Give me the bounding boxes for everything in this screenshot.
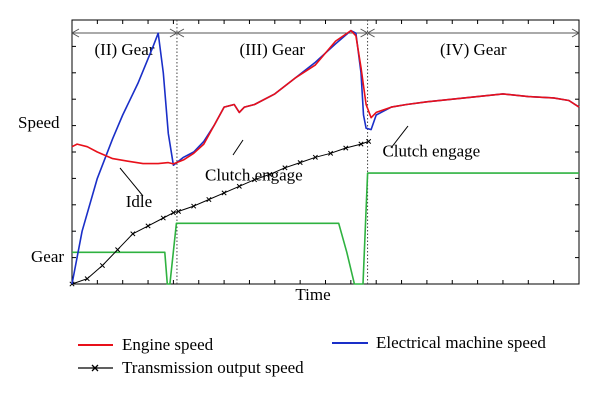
series-point-transmission-output-speed [251, 177, 258, 183]
legend-label-transmission-output-speed: Transmission output speed [122, 358, 304, 377]
series-point-transmission-output-speed [160, 215, 166, 221]
series-point-transmission-output-speed [130, 231, 136, 237]
series-line-engine-speed [71, 29, 580, 165]
series-point-transmission-output-speed [366, 138, 372, 144]
gear-segment-arrows: (II) Gear (III) Gear (IV) Gear [70, 20, 581, 284]
series-point-transmission-output-speed [115, 247, 121, 253]
annotation-label: Clutch engage [205, 165, 303, 184]
series-point-transmission-output-speed [328, 150, 334, 156]
y-tick-label-gear: Gear [31, 247, 64, 266]
series-point-transmission-output-speed [175, 208, 182, 214]
series-point-transmission-output-speed [297, 160, 303, 166]
series-point-transmission-output-speed [282, 165, 288, 171]
gear-segment-arrowhead-left [366, 28, 375, 38]
series-point-transmission-output-speed [170, 210, 176, 216]
series-line-electrical-machine-speed [71, 29, 580, 285]
legend-swatch-transmission-output-speed [78, 364, 113, 372]
series-point-transmission-output-speed [206, 196, 212, 203]
series-point-transmission-output-speed [343, 145, 349, 151]
gear-segment-arrowhead-right [571, 28, 581, 38]
series-point-transmission-output-speed [358, 141, 364, 147]
series-point-transmission-output-speed [221, 190, 227, 196]
axis-ticks [72, 20, 579, 284]
legend-label-engine-speed: Engine speed [122, 335, 214, 354]
series-point-transmission-output-speed [267, 171, 273, 177]
y-tick-label-speed: Speed [18, 113, 60, 132]
series-point-transmission-output-speed [99, 262, 105, 269]
annotation-leader-line [232, 139, 244, 156]
annotations: Idle Clutch engage Clutch engage [119, 125, 480, 211]
series-point-transmission-output-speed [236, 183, 242, 189]
gear-segment-arrowhead-left [70, 28, 80, 38]
series-point-transmission-output-speed [312, 154, 318, 160]
series-point-transmission-output-speed [145, 223, 151, 229]
gear-segment-label: (IV) Gear [440, 40, 507, 59]
series-point-transmission-output-speed [191, 203, 197, 209]
series-line-gear [72, 172, 579, 285]
annotation-leader-line [390, 125, 409, 149]
annotation-label: Idle [126, 192, 152, 211]
series-point-transmission-output-speed [84, 276, 90, 282]
gear-segment-label: (III) Gear [239, 40, 305, 59]
annotation-leader-line [119, 167, 144, 197]
series-line-transmission-output-speed [71, 140, 369, 285]
series-group [69, 29, 580, 287]
gear-segment-label: (II) Gear [95, 40, 155, 59]
x-axis-label: Time [295, 285, 330, 304]
gear-segment-arrowhead-left [175, 28, 185, 38]
legend-label-electrical-machine-speed: Electrical machine speed [376, 333, 546, 352]
annotation-label: Clutch engage [382, 142, 480, 161]
